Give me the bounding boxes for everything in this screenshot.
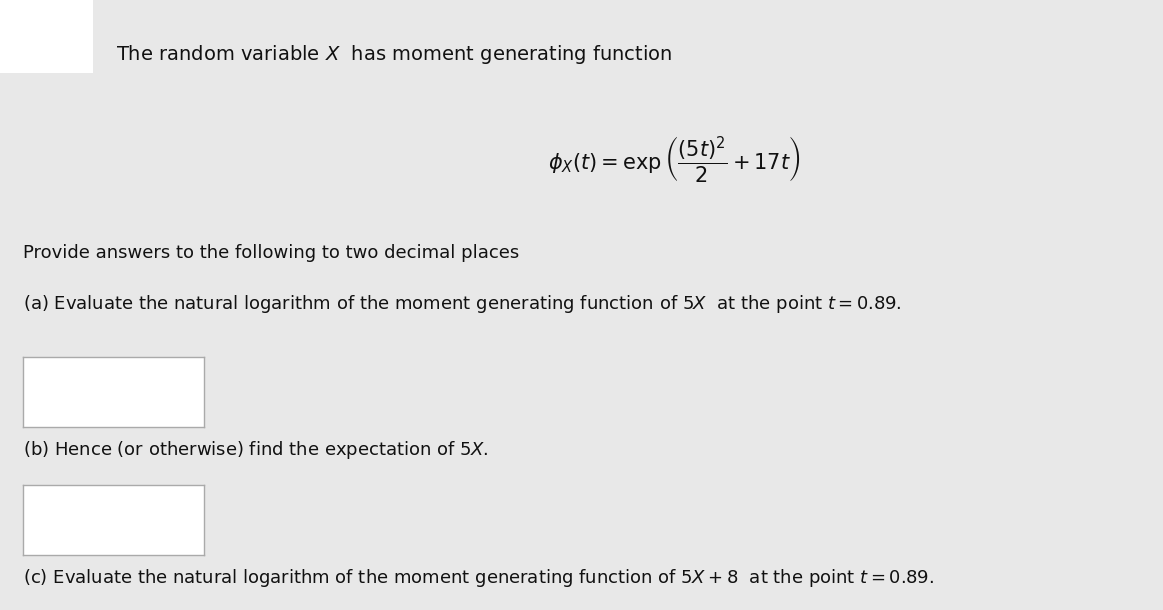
Text: The random variable $X$  has moment generating function: The random variable $X$ has moment gener… <box>116 43 672 66</box>
Text: Provide answers to the following to two decimal places: Provide answers to the following to two … <box>23 244 520 262</box>
Text: (b) Hence (or otherwise) find the expectation of $5X$.: (b) Hence (or otherwise) find the expect… <box>23 439 488 461</box>
Text: (a) Evaluate the natural logarithm of the moment generating function of $5X$  at: (a) Evaluate the natural logarithm of th… <box>23 293 902 315</box>
Text: $\phi_X(t) = \exp\left(\dfrac{(5t)^2}{2} + 17t\right)$: $\phi_X(t) = \exp\left(\dfrac{(5t)^2}{2}… <box>548 134 801 184</box>
Text: (c) Evaluate the natural logarithm of the moment generating function of $5X + 8$: (c) Evaluate the natural logarithm of th… <box>23 567 934 589</box>
